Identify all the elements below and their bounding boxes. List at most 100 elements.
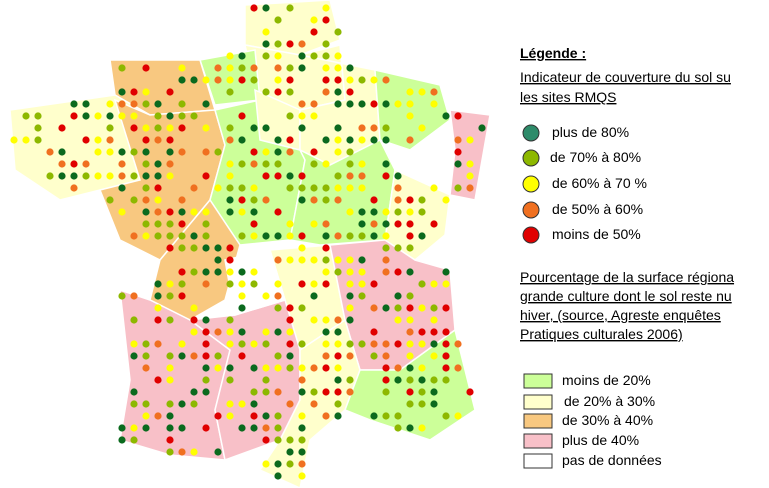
site-dot	[118, 112, 126, 120]
site-dot	[178, 220, 186, 228]
site-dot	[262, 88, 270, 96]
site-dot	[238, 208, 246, 216]
site-dot	[70, 160, 78, 168]
site-dot	[166, 88, 174, 96]
site-dot	[406, 340, 414, 348]
site-dot	[382, 340, 390, 348]
site-dot	[274, 364, 282, 372]
site-dot	[442, 328, 450, 336]
site-dot	[274, 172, 282, 180]
site-dot	[238, 160, 246, 168]
site-dot	[58, 124, 66, 132]
site-dot	[238, 280, 246, 288]
site-dot	[370, 100, 378, 108]
site-dot	[190, 388, 198, 396]
site-dot	[166, 292, 174, 300]
site-dot	[274, 52, 282, 60]
site-dot	[346, 280, 354, 288]
site-dot	[202, 208, 210, 216]
site-dot	[346, 316, 354, 324]
site-dot	[262, 412, 270, 420]
site-dot	[274, 424, 282, 432]
site-dot	[430, 304, 438, 312]
site-dot	[394, 100, 402, 108]
site-dot	[394, 292, 402, 300]
site-dot	[322, 76, 330, 84]
site-dot	[358, 184, 366, 192]
site-dot	[202, 280, 210, 288]
site-dot	[250, 196, 258, 204]
site-dot	[382, 232, 390, 240]
site-dot	[178, 268, 186, 276]
site-dot	[262, 40, 270, 48]
site-dot	[130, 232, 138, 240]
site-dot	[34, 136, 42, 144]
site-dot	[334, 28, 342, 36]
site-dot	[262, 148, 270, 156]
site-dot	[346, 292, 354, 300]
site-dot	[202, 76, 210, 84]
site-dot	[226, 316, 234, 324]
site-dot	[394, 220, 402, 228]
site-dot	[262, 340, 270, 348]
site-dot	[286, 364, 294, 372]
site-dot	[442, 376, 450, 384]
site-dot	[226, 172, 234, 180]
region	[119, 288, 231, 461]
site-dot	[310, 280, 318, 288]
site-dot	[262, 328, 270, 336]
site-dot	[262, 172, 270, 180]
site-dot	[442, 364, 450, 372]
site-dot	[166, 448, 174, 456]
site-dot	[346, 88, 354, 96]
site-dot	[322, 160, 330, 168]
site-dot	[142, 124, 150, 132]
legend-label: moins de 20%	[562, 372, 651, 388]
site-dot	[406, 352, 414, 360]
site-dot	[274, 64, 282, 72]
site-dot	[82, 112, 90, 120]
site-dot	[430, 352, 438, 360]
site-dot	[238, 136, 246, 144]
site-dot	[238, 352, 246, 360]
site-dot	[358, 256, 366, 264]
site-dot	[370, 76, 378, 84]
legend-dot	[522, 124, 540, 142]
site-dot	[382, 304, 390, 312]
site-dot	[346, 304, 354, 312]
site-dot	[418, 364, 426, 372]
site-dot	[454, 136, 462, 144]
site-dot	[382, 136, 390, 144]
site-dot	[106, 172, 114, 180]
site-dot	[142, 148, 150, 156]
site-dot	[142, 424, 150, 432]
site-dot	[298, 112, 306, 120]
site-dot	[214, 352, 222, 360]
legend-swatch	[523, 413, 553, 429]
site-dot	[82, 160, 90, 168]
site-dot	[322, 196, 330, 204]
site-dot	[58, 148, 66, 156]
site-dot	[154, 160, 162, 168]
site-dot	[166, 112, 174, 120]
site-dot	[166, 316, 174, 324]
site-dot	[274, 388, 282, 396]
site-dot	[70, 100, 78, 108]
site-dot	[130, 340, 138, 348]
legend-label: plus de 80%	[552, 124, 629, 140]
site-dot	[418, 88, 426, 96]
site-dot	[346, 376, 354, 384]
site-dot	[310, 100, 318, 108]
site-dot	[334, 172, 342, 180]
site-dot	[394, 412, 402, 420]
site-dot	[406, 88, 414, 96]
site-dot	[178, 112, 186, 120]
site-dot	[262, 4, 270, 12]
site-dot	[286, 64, 294, 72]
site-dot	[370, 232, 378, 240]
site-dot	[370, 340, 378, 348]
legend-dot	[522, 149, 540, 167]
site-dot	[382, 76, 390, 84]
site-dot	[130, 316, 138, 324]
site-dot	[382, 364, 390, 372]
